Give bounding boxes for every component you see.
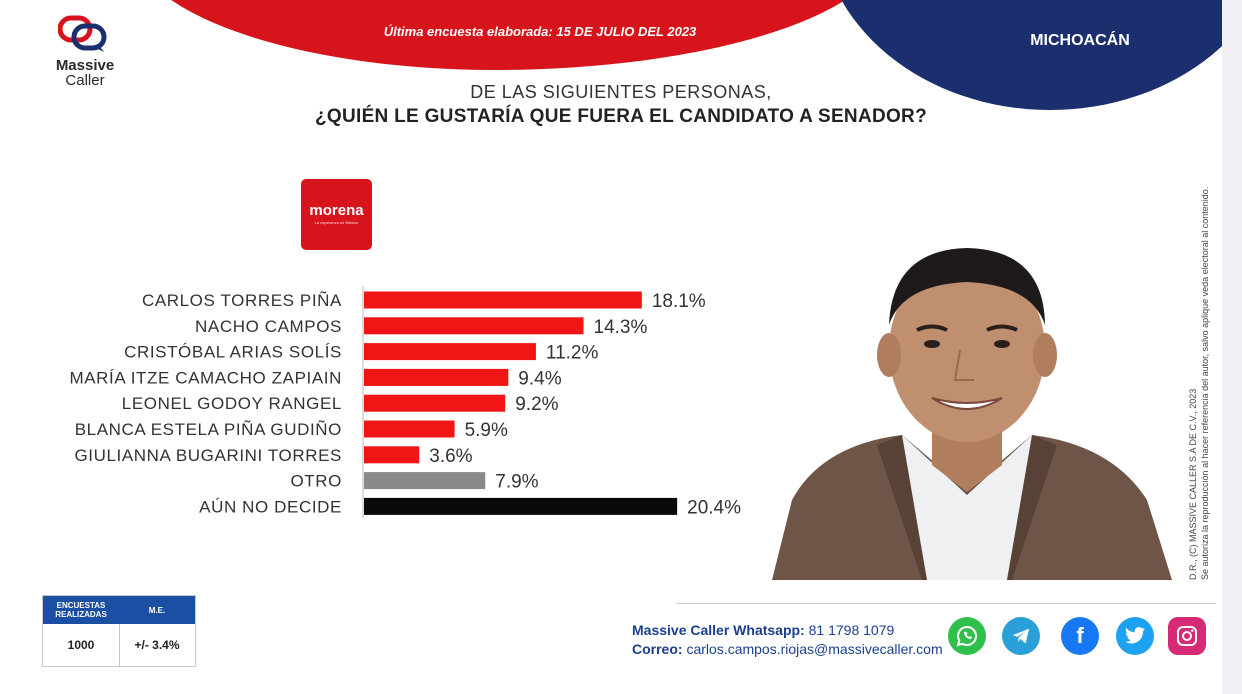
stats-value-margin: +/- 3.4% bbox=[134, 638, 180, 652]
stats-header-margin: M.E. bbox=[148, 605, 166, 615]
question-line-2: ¿QUIÉN LE GUSTARÍA QUE FUERA EL CANDIDAT… bbox=[314, 106, 927, 127]
bar bbox=[364, 368, 509, 386]
stats-value-surveys: 1000 bbox=[43, 624, 120, 666]
contact-divider bbox=[676, 603, 1216, 604]
twitter-icon[interactable] bbox=[1116, 617, 1154, 655]
value-label: 20.4% bbox=[687, 497, 741, 518]
survey-date: Última encuesta elaborada: 15 DE JULIO D… bbox=[383, 24, 697, 39]
right-frame bbox=[1222, 0, 1242, 694]
copyright-line-1: D.R., (C) MASSIVE CALLER S.A DE C.V., 20… bbox=[1188, 389, 1198, 580]
candidate-photo bbox=[772, 248, 1172, 580]
category-label: CRISTÓBAL ARIAS SOLÍS bbox=[124, 343, 342, 362]
copyright-line-2: Se autoriza la reproducción al hacer ref… bbox=[1200, 187, 1210, 580]
category-label: MARÍA ITZE CAMACHO ZAPIAIN bbox=[69, 368, 342, 387]
stats-header-row bbox=[43, 596, 195, 624]
value-label: 18.1% bbox=[652, 291, 706, 312]
value-label: 14.3% bbox=[594, 317, 648, 338]
value-label: 7.9% bbox=[495, 472, 538, 493]
party-name: morena bbox=[309, 202, 364, 219]
facebook-icon[interactable]: f bbox=[1061, 617, 1099, 655]
email-contact: Correo: carlos.campos.riojas@massivecall… bbox=[632, 641, 943, 657]
logo-text: Massive Caller bbox=[40, 58, 130, 88]
telegram-icon[interactable] bbox=[1002, 617, 1040, 655]
party-tagline: La esperanza de México bbox=[314, 220, 359, 225]
category-label: GIULIANNA BUGARINI TORRES bbox=[74, 446, 342, 465]
instagram-icon[interactable] bbox=[1168, 617, 1206, 655]
stats-header-surveys: ENCUESTAS REALIZADAS bbox=[55, 601, 107, 619]
category-label: CARLOS TORRES PIÑA bbox=[142, 291, 342, 310]
massive-caller-logo: Massive Caller bbox=[40, 14, 130, 94]
whatsapp-number[interactable]: 81 1798 1079 bbox=[808, 622, 895, 638]
value-label: 9.2% bbox=[515, 394, 558, 415]
category-label: AÚN NO DECIDE bbox=[199, 497, 342, 516]
bar bbox=[364, 497, 678, 515]
survey-stats-table: ENCUESTAS REALIZADAS M.E. 1000 +/- 3.4% bbox=[42, 595, 196, 667]
bar bbox=[364, 394, 506, 412]
whatsapp-label: Massive Caller Whatsapp: bbox=[632, 622, 805, 638]
email-link[interactable]: carlos.campos.riojas@massivecaller.com bbox=[686, 641, 943, 657]
value-label: 11.2% bbox=[546, 343, 599, 364]
category-label: BLANCA ESTELA PIÑA GUDIÑO bbox=[75, 420, 342, 439]
bar bbox=[364, 291, 642, 309]
bar bbox=[364, 343, 536, 361]
whatsapp-icon[interactable] bbox=[948, 617, 986, 655]
value-label: 9.4% bbox=[518, 368, 561, 389]
question-line-1: DE LAS SIGUIENTES PERSONAS, bbox=[470, 82, 772, 102]
whatsapp-contact: Massive Caller Whatsapp: 81 1798 1079 bbox=[632, 622, 894, 638]
copyright-notice: D.R., (C) MASSIVE CALLER S.A DE C.V., 20… bbox=[1188, 187, 1210, 580]
logo-line-1: Massive bbox=[55, 57, 115, 74]
logo-line-2: Caller bbox=[65, 72, 105, 89]
email-label: Correo: bbox=[632, 641, 683, 657]
bar bbox=[364, 420, 455, 438]
category-label: OTRO bbox=[290, 472, 342, 491]
category-label: LEONEL GODOY RANGEL bbox=[122, 394, 342, 413]
morena-logo: morena La esperanza de México bbox=[301, 179, 372, 250]
category-label: NACHO CAMPOS bbox=[195, 317, 342, 336]
bar bbox=[364, 472, 486, 490]
bar bbox=[364, 446, 420, 464]
value-label: 3.6% bbox=[429, 446, 472, 467]
state-label: MICHOACÁN bbox=[1030, 32, 1130, 49]
bar bbox=[364, 317, 584, 335]
chat-bubbles-icon bbox=[58, 15, 107, 52]
bar-chart: CARLOS TORRES PIÑA 18.1% NACHO CAMPOS 14.3%… bbox=[69, 286, 741, 518]
value-label: 5.9% bbox=[465, 420, 508, 441]
